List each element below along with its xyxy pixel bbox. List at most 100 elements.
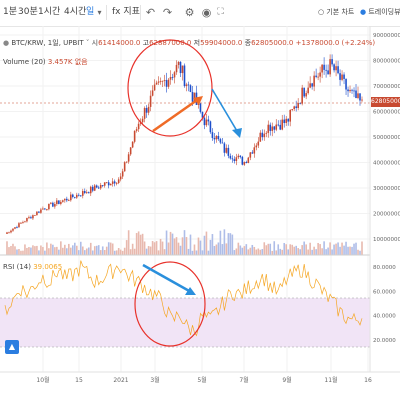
high-value: 62887000.0 <box>149 39 192 47</box>
candle-body <box>275 124 278 130</box>
volume-bar <box>32 245 34 255</box>
candle-body <box>359 93 361 101</box>
undo-icon[interactable]: ↶ <box>145 6 156 19</box>
interval-day-button[interactable]: 일 <box>86 7 95 17</box>
candle-body <box>155 82 158 85</box>
volume-bar <box>349 246 351 255</box>
volume-bar <box>8 247 10 255</box>
volume-bar <box>309 242 311 255</box>
volume-bar <box>109 242 112 255</box>
rsi-downtrend-arrowhead <box>185 287 196 295</box>
volume-bar <box>165 230 168 255</box>
price-chart[interactable]: 90000000.0 80000000.0 70000000.0 60000000.0… <box>0 26 400 400</box>
low-value: 59904000.0 <box>200 39 243 47</box>
volume-bar <box>277 244 280 255</box>
volume-bar <box>135 233 138 255</box>
volume-bar <box>139 234 142 255</box>
volume-bar <box>245 244 248 255</box>
change-value: +1378000.0 (+2.24%) <box>295 39 376 47</box>
volume-bar <box>289 244 292 255</box>
basic-chart-label: 기본 차트 <box>326 8 355 16</box>
volume-bar <box>251 244 254 255</box>
fullscreen-icon[interactable]: ⛶ <box>217 7 224 17</box>
volume-bar <box>52 244 54 255</box>
volume-bar <box>211 234 214 255</box>
candle-body <box>353 90 355 92</box>
volume-bar <box>343 245 345 255</box>
volume-bar <box>359 250 361 255</box>
volume-bar <box>357 249 359 255</box>
candlestick-series <box>6 54 363 235</box>
candle-body <box>233 159 236 162</box>
rsi-series <box>4 260 363 337</box>
redo-icon[interactable]: ↷ <box>162 6 173 19</box>
candle-body <box>54 204 56 207</box>
candle-body <box>339 73 341 80</box>
chevron-down-icon[interactable]: ▾ <box>97 8 102 17</box>
candle-body <box>345 78 347 90</box>
interval-1hour-button[interactable]: 1시간 <box>38 7 61 17</box>
indicator-button[interactable]: fx 지표 <box>112 7 140 17</box>
chevron-down-icon[interactable]: ˅ <box>85 39 92 47</box>
candle-body <box>297 103 299 109</box>
candle-body <box>48 203 50 210</box>
volume-bar <box>257 248 260 255</box>
candle-body <box>30 217 32 219</box>
volume-bar <box>137 231 140 255</box>
volume-bar <box>115 250 118 255</box>
volume-bar <box>83 250 86 255</box>
symbol-legend: ● BTC/KRW, 1일, UPBIT ˅ 시61414000.0 고6288… <box>3 38 375 48</box>
price-tick-label: 40000000.0 <box>373 161 400 167</box>
candle-body <box>299 103 301 104</box>
volume-bar <box>6 241 8 255</box>
indicator-toggle-icon[interactable]: ▲ <box>5 340 19 354</box>
interval-4hour-button[interactable]: 4시간 <box>64 7 87 17</box>
candle-body <box>265 132 268 134</box>
price-top-circle <box>127 39 213 137</box>
basic-chart-option[interactable]: ○ 기본 차트 <box>318 0 354 25</box>
candle-body <box>323 64 325 70</box>
time-tick-label: 3월 <box>150 376 159 384</box>
candle-body <box>167 79 170 87</box>
candle-body <box>177 61 180 65</box>
candle-body <box>309 83 311 88</box>
candle-body <box>127 154 130 162</box>
candle-body <box>133 130 136 142</box>
candle-body <box>303 87 305 97</box>
price-tick-label: 30000000.0 <box>373 186 400 192</box>
candle-body <box>263 133 266 138</box>
volume-bar <box>173 238 176 255</box>
candle-body <box>153 84 156 91</box>
candle-body <box>66 198 68 201</box>
volume-label: Volume (20) <box>3 58 46 66</box>
volume-bar <box>163 249 166 255</box>
candle-body <box>305 93 307 97</box>
volume-bar <box>303 241 305 255</box>
volume-bar <box>207 250 210 255</box>
volume-value: 3.457K 없음 <box>47 58 88 66</box>
tradingview-option[interactable]: ● 트레이딩뷰 <box>360 0 400 25</box>
candle-body <box>273 126 276 130</box>
interval-1min-button[interactable]: 1분 <box>3 7 18 17</box>
volume-bar <box>295 245 297 255</box>
candle-body <box>313 75 315 87</box>
volume-bar <box>30 247 32 255</box>
volume-bar <box>233 250 236 255</box>
interval-30min-button[interactable]: 30분 <box>18 7 38 17</box>
visibility-icon[interactable]: ● <box>3 39 12 47</box>
candle-body <box>341 74 343 80</box>
gear-icon[interactable]: ⚙ <box>184 6 195 19</box>
candle-body <box>199 103 202 112</box>
candle-body <box>165 80 168 87</box>
volume-bar <box>119 249 122 255</box>
candle-body <box>337 66 339 74</box>
candle-body <box>93 185 96 191</box>
candle-body <box>87 192 90 194</box>
candle-body <box>293 106 295 110</box>
volume-bar <box>189 234 192 255</box>
volume-bar <box>255 249 258 255</box>
volume-bar <box>46 242 48 255</box>
candle-body <box>125 161 128 163</box>
camera-icon[interactable]: ◉ <box>201 6 212 19</box>
candle-body <box>227 147 230 156</box>
